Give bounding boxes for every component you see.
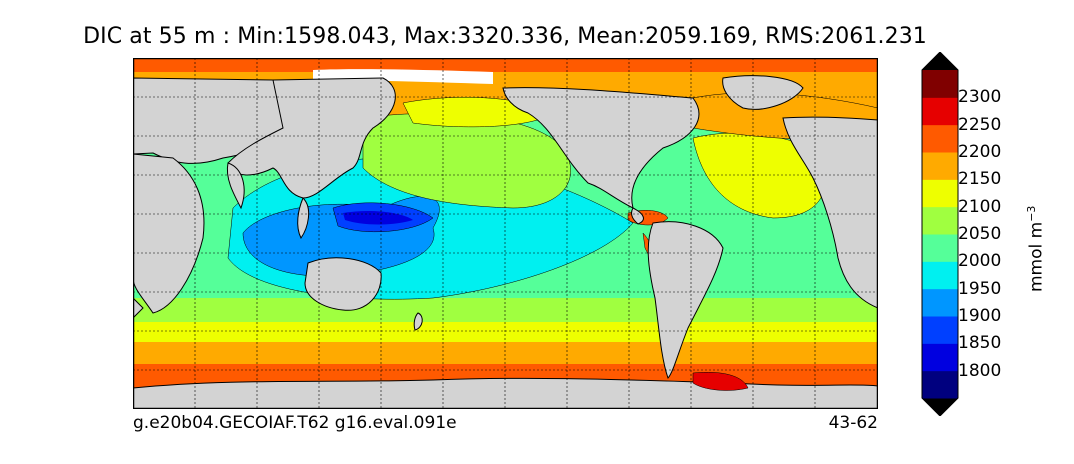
colorbar-extend-max — [922, 52, 958, 70]
colorbar-swatch — [922, 152, 958, 180]
colorbar-swatch — [922, 70, 958, 98]
arctic-strip — [133, 58, 878, 72]
colorbar-tick-label: 2250 — [958, 114, 1002, 135]
colorbar-swatch — [922, 179, 958, 208]
weddell-red — [692, 372, 749, 391]
warm-pool-core — [343, 210, 413, 225]
colorbar-swatch — [922, 234, 958, 262]
land — [133, 75, 878, 409]
colorbar-swatch — [922, 261, 958, 290]
colorbar-tick-label: 2000 — [958, 251, 1002, 272]
colorbar-swatch — [922, 316, 958, 344]
colorbar-unit-label: mmol m−3 — [1025, 205, 1047, 292]
year-range: 43-62 — [828, 413, 878, 433]
gridlines — [133, 58, 878, 409]
colorbar-tick-label: 1900 — [958, 306, 1002, 326]
colorbar-tick-label: 2100 — [958, 196, 1002, 217]
dic-map — [133, 58, 878, 409]
case-name: g.e20b04.GECOIAF.T62 g16.eval.091e — [133, 413, 457, 433]
colorbar-tick-label: 2200 — [958, 142, 1002, 162]
colorbar-swatch — [922, 124, 958, 153]
colorbar-extend-min — [922, 398, 958, 416]
colorbar-tick-label: 2300 — [958, 87, 1002, 108]
plot-title: DIC at 55 m : Min:1598.043, Max:3320.336… — [83, 24, 927, 49]
colorbar-tick-label: 1950 — [958, 278, 1002, 299]
colorbar-tick-label: 2050 — [958, 224, 1002, 244]
ocean-band-south-green — [133, 294, 878, 322]
colorbar-swatch — [922, 97, 958, 126]
colorbar-tick-label: 2150 — [958, 169, 1002, 190]
colorbar-tick-label: 1800 — [958, 360, 1002, 381]
colorbar-swatch — [922, 370, 958, 399]
colorbar-tick-label: 1850 — [958, 333, 1002, 354]
colorbar-swatch — [922, 343, 958, 372]
colorbar — [920, 51, 960, 417]
map-frame — [133, 58, 878, 409]
colorbar-swatch — [922, 206, 958, 235]
colorbar-swatch — [922, 288, 958, 317]
